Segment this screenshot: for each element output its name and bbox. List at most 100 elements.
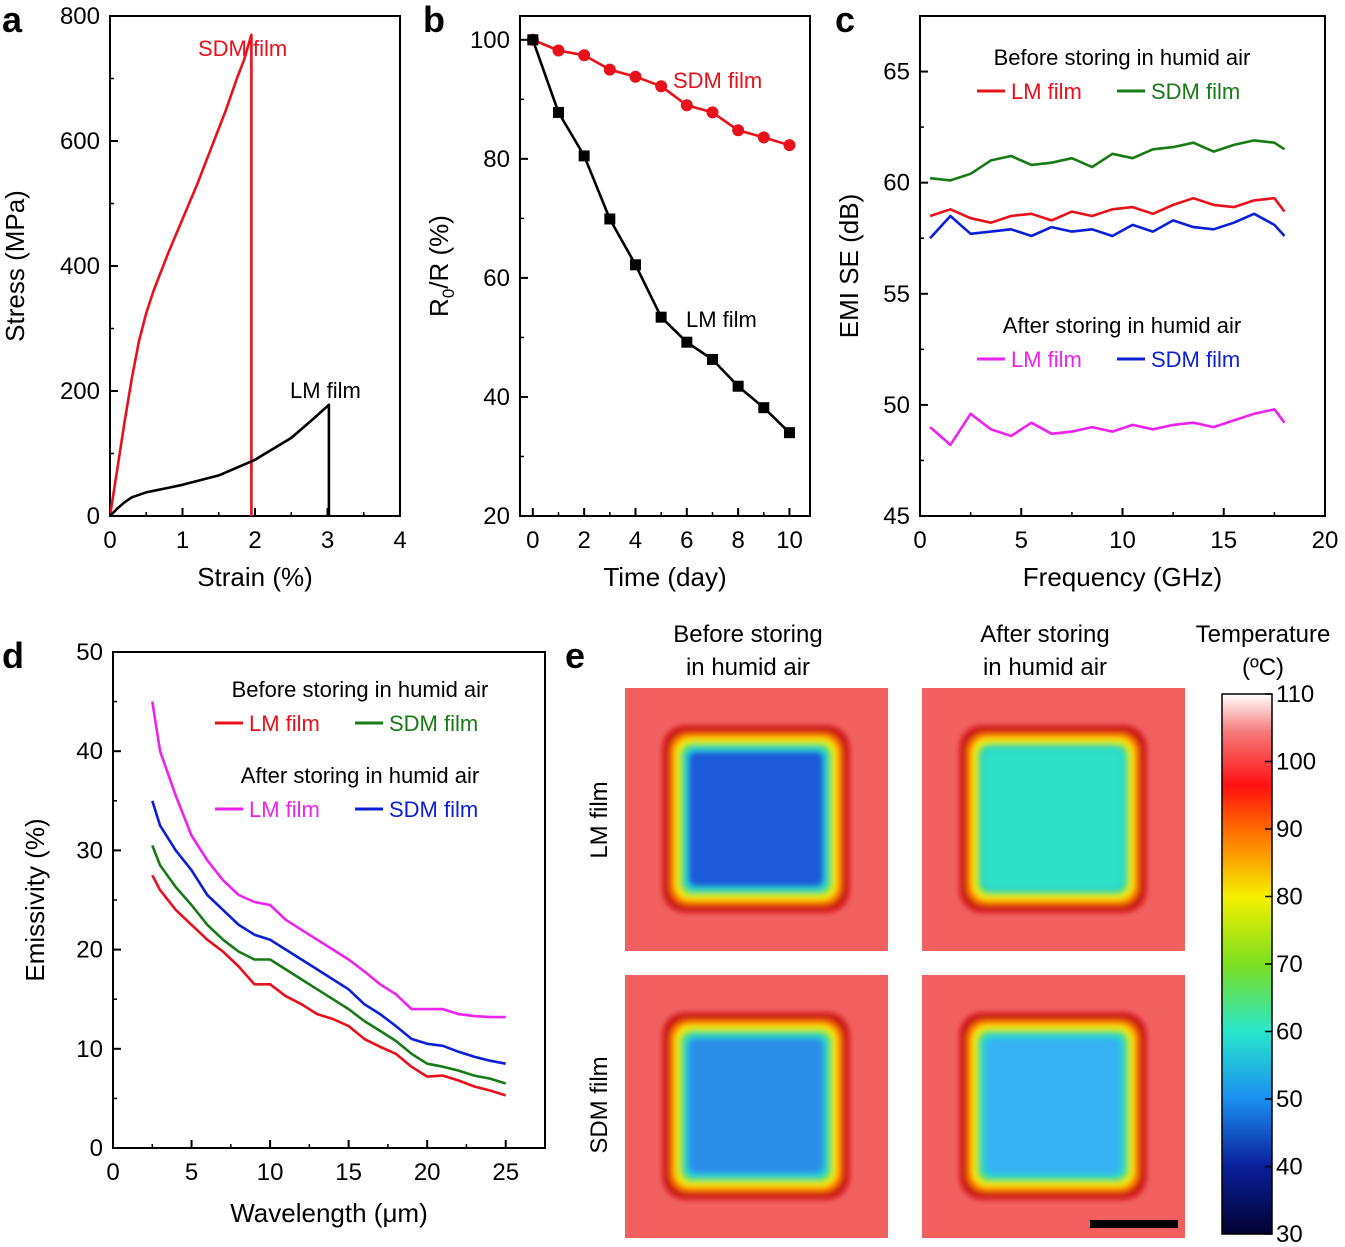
row-label-lm-film: LM film (586, 781, 613, 858)
data-point (680, 99, 693, 112)
y-tick-label: 40 (483, 384, 510, 411)
y-tick-label: 55 (883, 281, 910, 308)
data-point (732, 380, 744, 392)
y-tick-label: 600 (60, 128, 100, 155)
data-point (783, 139, 796, 152)
x-tick-label: 15 (1210, 527, 1237, 554)
legend-label: SDM film (389, 797, 478, 822)
series-line (110, 33, 253, 516)
legend-label: SDM film (389, 711, 478, 736)
x-axis-label: Time (day) (603, 562, 726, 592)
legend-group-title: Before storing in humid air (232, 677, 489, 702)
series-line (151, 874, 507, 1097)
x-tick-label: 10 (257, 1159, 284, 1186)
data-point (783, 427, 795, 439)
series-line (929, 407, 1286, 447)
y-tick-label: 100 (470, 27, 510, 54)
x-tick-label: 20 (414, 1159, 441, 1186)
legend-label: LM film (1011, 347, 1082, 372)
data-point (604, 213, 616, 225)
y-tick-label: 200 (60, 378, 100, 405)
colorbar-tick-label: 110 (1276, 681, 1314, 708)
annotation-sdm-film: SDM film (198, 36, 287, 61)
x-tick-label: 20 (1312, 527, 1339, 554)
data-point (681, 336, 693, 348)
colorbar-tick-label: 70 (1276, 951, 1303, 978)
x-tick-label: 10 (1109, 527, 1136, 554)
y-tick-label: 10 (76, 1036, 103, 1063)
y-tick-label: 20 (483, 503, 510, 530)
colorbar-tick-label: 90 (1276, 816, 1303, 843)
y-tick-label: 30 (76, 837, 103, 864)
y-tick-label: 65 (883, 59, 910, 86)
data-point (706, 353, 718, 365)
legend-label: LM film (1011, 79, 1082, 104)
chart-panel-d: 0 5 10 15 20 25 0 10 20 30 40 50 Wavelength (μm) Emis… (20, 639, 546, 1228)
series-line (929, 212, 1286, 240)
x-tick-label: 4 (629, 527, 642, 554)
tile-center (688, 751, 824, 887)
y-tick-label: 400 (60, 253, 100, 280)
colorbar-tick-label: 60 (1276, 1019, 1303, 1046)
legend-group-title: After storing in humid air (241, 763, 479, 788)
y-axis-label: R0/R (%) (424, 215, 458, 317)
y-tick-label: 40 (76, 738, 103, 765)
scale-bar (1090, 1220, 1178, 1228)
y-tick-label: 45 (883, 503, 910, 530)
colorbar-title-line1: Temperature (1196, 621, 1331, 648)
y-tick-label: 50 (883, 392, 910, 419)
series-line (531, 39, 791, 434)
x-tick-label: 6 (680, 527, 693, 554)
colorbar-title-line2: (ºC) (1242, 654, 1284, 681)
data-point (758, 402, 770, 414)
column-title-before-line2: in humid air (686, 654, 810, 681)
column-title-after-line1: After storing (980, 621, 1109, 648)
series-line (151, 800, 506, 1065)
y-axis-label: EMI SE (dB) (834, 194, 864, 338)
x-tick-label: 15 (335, 1159, 362, 1186)
plot-frame (109, 15, 401, 517)
legend-group-title: After storing in humid air (1003, 313, 1241, 338)
thermal-image-panel: Before storing in humid air After storin… (586, 621, 1330, 1247)
thermal-tile (922, 975, 1185, 1238)
data-point (629, 70, 642, 83)
data-point (655, 311, 667, 323)
chart-panel-b: 0 2 4 6 8 10 20 40 60 80 100 Time (day) R0/R (%) (424, 15, 811, 592)
column-title-before-line1: Before storing (673, 621, 822, 648)
panel-letter-e: e (565, 635, 585, 676)
data-point (757, 131, 770, 144)
series-line (151, 844, 507, 1085)
y-tick-label: 800 (60, 3, 100, 30)
colorbar-tick-label: 100 (1276, 749, 1316, 776)
thermal-tile (922, 688, 1185, 951)
chart-panel-a: 0 1 2 3 4 0 200 400 600 800 Strain (%) Stress (MPa) (0, 3, 407, 592)
panel-letter-d: d (2, 635, 24, 676)
data-point (603, 63, 616, 76)
x-tick-label: 0 (103, 527, 116, 554)
annotation-lm-film-b: LM film (686, 307, 757, 332)
data-point (527, 34, 539, 46)
colorbar-tick-label: 80 (1276, 884, 1303, 911)
series-line (929, 139, 1286, 182)
data-point (578, 150, 590, 162)
data-point (706, 106, 719, 119)
y-tick-label: 20 (76, 937, 103, 964)
legend-group-title: Before storing in humid air (994, 45, 1251, 70)
legend-label: LM film (249, 711, 320, 736)
y-axis-label: Stress (MPa) (0, 190, 30, 342)
x-tick-label: 3 (321, 527, 334, 554)
x-tick-label: 10 (776, 527, 803, 554)
data-point (732, 124, 745, 137)
y-tick-label: 60 (483, 265, 510, 292)
thermal-tile (625, 975, 888, 1238)
colorbar-tick-label: 50 (1276, 1086, 1303, 1113)
legend-label: LM film (249, 797, 320, 822)
x-tick-label: 5 (185, 1159, 198, 1186)
y-tick-label: 80 (483, 146, 510, 173)
tile-center (688, 1038, 824, 1174)
data-point (629, 259, 641, 271)
tile-center (985, 1038, 1121, 1174)
panel-letter-b: b (423, 0, 445, 40)
tile-center (985, 751, 1121, 887)
chart-panel-c: 0 5 10 15 20 45 50 55 60 65 Frequency (GHz) EMI SE … (834, 15, 1339, 592)
